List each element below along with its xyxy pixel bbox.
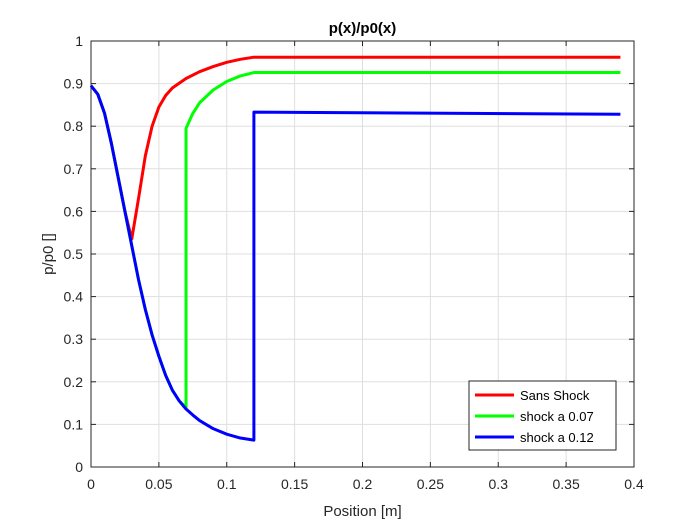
tick-marks [90, 40, 635, 468]
y-tick-label: 0.6 [64, 203, 84, 219]
y-axis-label: p/p0 [] [40, 233, 57, 275]
x-tick-label: 0.05 [145, 476, 172, 492]
y-tick-label: 0.7 [64, 161, 84, 177]
x-tick-label: 0.15 [281, 476, 308, 492]
chart-title: p(x)/p0(x) [329, 20, 397, 37]
y-tick-label: 0.1 [64, 416, 84, 432]
y-tick-label: 0.5 [64, 246, 84, 262]
legend-label-1: Sans Shock [520, 388, 590, 403]
legend: Sans Shock shock a 0.07 shock a 0.12 [468, 380, 617, 451]
x-tick-label: 0.3 [489, 476, 509, 492]
legend-items: Sans Shock shock a 0.07 shock a 0.12 [475, 388, 594, 445]
legend-label-3: shock a 0.12 [520, 430, 594, 445]
series-line-2 [89, 71, 621, 409]
y-tick-label: 1 [75, 33, 83, 49]
y-tick-label: 0.4 [64, 289, 84, 305]
x-axis-label: Position [m] [323, 503, 401, 520]
x-tick-labels: 0 0.05 0.1 0.15 0.2 0.25 0.3 0.35 0.4 [87, 476, 644, 492]
x-tick-label: 0 [87, 476, 95, 492]
series-line-3 [89, 84, 621, 442]
x-tick-label: 0.1 [217, 476, 237, 492]
y-tick-label: 0.9 [64, 76, 84, 92]
legend-label-2: shock a 0.07 [520, 409, 594, 424]
y-tick-label: 0.2 [64, 374, 84, 390]
y-tick-label: 0.3 [64, 331, 84, 347]
x-tick-label: 0.2 [353, 476, 373, 492]
x-tick-label: 0.4 [624, 476, 644, 492]
y-tick-label: 0.8 [64, 118, 84, 134]
series-lines [89, 55, 621, 442]
x-tick-label: 0.25 [417, 476, 444, 492]
x-tick-label: 0.35 [553, 476, 580, 492]
y-tick-label: 0 [75, 459, 83, 475]
y-tick-labels: 0 0.1 0.2 0.3 0.4 0.5 0.6 0.7 0.8 0.9 1 [64, 33, 84, 475]
